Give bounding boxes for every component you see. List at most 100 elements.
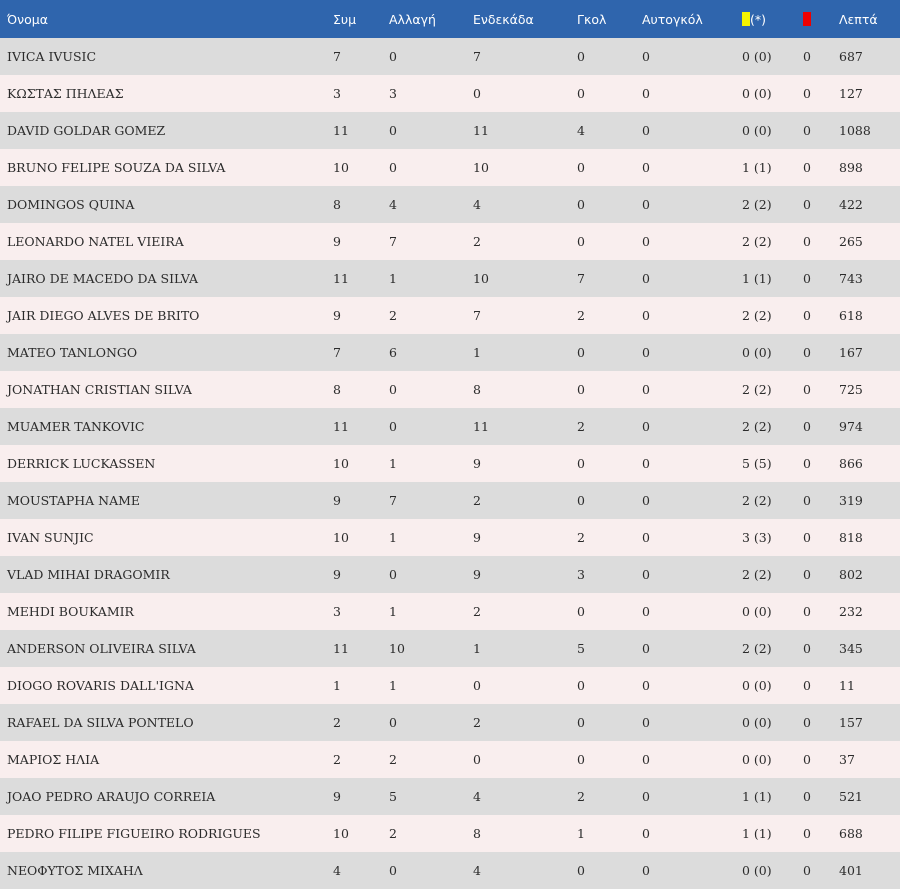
yellow-cards-cell: 2 (2) — [742, 493, 772, 508]
apps-cell: 2 — [333, 715, 341, 730]
goals-cell: 1 — [577, 826, 585, 841]
table-row: MOUSTAPHA NAME 9 7 2 0 0 2 (2) 0 319 — [0, 482, 900, 519]
goals-cell: 0 — [577, 752, 585, 767]
starting-cell: 4 — [473, 863, 481, 878]
starting-cell: 9 — [473, 567, 481, 582]
table-row: RAFAEL DA SILVA PONTELO 2 0 2 0 0 0 (0) 0 157 — [0, 704, 900, 741]
header-minutes[interactable]: Λεπτά — [839, 11, 878, 27]
sub-cell: 0 — [389, 715, 397, 730]
player-name[interactable]: IVAN SUNJIC — [7, 530, 94, 545]
player-name[interactable]: MUAMER TANKOVIC — [7, 419, 145, 434]
player-name[interactable]: JAIR DIEGO ALVES DE BRITO — [7, 308, 200, 323]
table-row: VLAD MIHAI DRAGOMIR 9 0 9 3 0 2 (2) 0 802 — [0, 556, 900, 593]
starting-cell: 4 — [473, 197, 481, 212]
player-name[interactable]: ΜΑΡΙΟΣ ΗΛΙΑ — [7, 752, 100, 767]
starting-cell: 2 — [473, 604, 481, 619]
header-red-cards[interactable] — [803, 0, 839, 38]
own-goals-cell: 0 — [642, 715, 650, 730]
header-starting[interactable]: Ενδεκάδα — [473, 11, 534, 27]
starting-cell: 9 — [473, 530, 481, 545]
minutes-cell: 401 — [839, 863, 863, 878]
own-goals-cell: 0 — [642, 493, 650, 508]
yellow-cards-cell: 2 (2) — [742, 419, 772, 434]
player-name[interactable]: RAFAEL DA SILVA PONTELO — [7, 715, 194, 730]
player-name[interactable]: MOUSTAPHA NAME — [7, 493, 141, 508]
yellow-cards-cell: 0 (0) — [742, 604, 772, 619]
own-goals-cell: 0 — [642, 160, 650, 175]
minutes-cell: 37 — [839, 752, 855, 767]
table-row: ANDERSON OLIVEIRA SILVA 11 10 1 5 0 2 (2) 0 345 — [0, 630, 900, 667]
sub-cell: 7 — [389, 493, 397, 508]
table-row: MATEO TANLONGO 7 6 1 0 0 0 (0) 0 167 — [0, 334, 900, 371]
own-goals-cell: 0 — [642, 567, 650, 582]
red-cards-cell: 0 — [803, 160, 811, 175]
player-name[interactable]: MATEO TANLONGO — [7, 345, 138, 360]
apps-cell: 7 — [333, 49, 341, 64]
player-name[interactable]: DAVID GOLDAR GOMEZ — [7, 123, 166, 138]
header-name[interactable]: Όνομα — [7, 11, 48, 27]
player-name[interactable]: JONATHAN CRISTIAN SILVA — [7, 382, 192, 397]
own-goals-cell: 0 — [642, 826, 650, 841]
red-cards-cell: 0 — [803, 234, 811, 249]
minutes-cell: 743 — [839, 271, 863, 286]
yellow-cards-cell: 0 (0) — [742, 752, 772, 767]
starting-cell: 10 — [473, 271, 489, 286]
own-goals-cell: 0 — [642, 530, 650, 545]
header-own-goals[interactable]: Αυτογκόλ — [642, 11, 703, 27]
table-row: DOMINGOS QUINA 8 4 4 0 0 2 (2) 0 422 — [0, 186, 900, 223]
player-name[interactable]: VLAD MIHAI DRAGOMIR — [7, 567, 170, 582]
player-name[interactable]: ΝΕΟΦΥΤΟΣ ΜΙΧΑΗΛ — [7, 863, 143, 878]
goals-cell: 0 — [577, 863, 585, 878]
red-cards-cell: 0 — [803, 678, 811, 693]
sub-cell: 1 — [389, 271, 397, 286]
starting-cell: 1 — [473, 641, 481, 656]
minutes-cell: 866 — [839, 456, 863, 471]
player-name[interactable]: ΚΩΣΤΑΣ ΠΗΛΕΑΣ — [7, 86, 124, 101]
red-card-icon — [803, 11, 811, 26]
apps-cell: 10 — [333, 160, 349, 175]
minutes-cell: 157 — [839, 715, 863, 730]
player-name[interactable]: DIOGO ROVARIS DALL'IGNA — [7, 678, 194, 693]
table-row: DAVID GOLDAR GOMEZ 11 0 11 4 0 0 (0) 0 1088 — [0, 112, 900, 149]
red-cards-cell: 0 — [803, 789, 811, 804]
own-goals-cell: 0 — [642, 234, 650, 249]
table-row: PEDRO FILIPE FIGUEIRO RODRIGUES 10 2 8 1 0 1 (… — [0, 815, 900, 852]
sub-cell: 2 — [389, 308, 397, 323]
player-name[interactable]: IVICA IVUSIC — [7, 49, 97, 64]
apps-cell: 9 — [333, 567, 341, 582]
sub-cell: 1 — [389, 604, 397, 619]
apps-cell: 10 — [333, 826, 349, 841]
apps-cell: 2 — [333, 752, 341, 767]
yellow-cards-cell: 1 (1) — [742, 826, 772, 841]
header-goals[interactable]: Γκολ — [577, 11, 607, 27]
goals-cell: 0 — [577, 49, 585, 64]
apps-cell: 9 — [333, 234, 341, 249]
red-cards-cell: 0 — [803, 123, 811, 138]
player-name[interactable]: DOMINGOS QUINA — [7, 197, 135, 212]
player-name[interactable]: BRUNO FELIPE SOUZA DA SILVA — [7, 160, 226, 175]
yellow-cards-cell: 2 (2) — [742, 197, 772, 212]
header-apps[interactable]: Συμ — [333, 11, 357, 27]
player-name[interactable]: MEHDI BOUKAMIR — [7, 604, 134, 619]
apps-cell: 3 — [333, 86, 341, 101]
table-row: ΚΩΣΤΑΣ ΠΗΛΕΑΣ 3 3 0 0 0 0 (0) 0 127 — [0, 75, 900, 112]
apps-cell: 8 — [333, 382, 341, 397]
player-name[interactable]: JOAO PEDRO ARAUJO CORREIA — [7, 789, 216, 804]
red-cards-cell: 0 — [803, 382, 811, 397]
apps-cell: 9 — [333, 493, 341, 508]
yellow-cards-cell: 3 (3) — [742, 530, 772, 545]
header-yellow-cards[interactable]: (*) — [742, 0, 803, 38]
player-name[interactable]: ANDERSON OLIVEIRA SILVA — [7, 641, 196, 656]
table-row: JONATHAN CRISTIAN SILVA 8 0 8 0 0 2 (2) 0 725 — [0, 371, 900, 408]
table-row: JAIRO DE MACEDO DA SILVA 11 1 10 7 0 1 (1) 0 743 — [0, 260, 900, 297]
goals-cell: 3 — [577, 567, 585, 582]
apps-cell: 3 — [333, 604, 341, 619]
goals-cell: 2 — [577, 308, 585, 323]
player-name[interactable]: PEDRO FILIPE FIGUEIRO RODRIGUES — [7, 826, 261, 841]
player-name[interactable]: LEONARDO NATEL VIEIRA — [7, 234, 184, 249]
header-sub[interactable]: Αλλαγή — [389, 11, 436, 27]
player-name[interactable]: JAIRO DE MACEDO DA SILVA — [7, 271, 199, 286]
goals-cell: 0 — [577, 345, 585, 360]
player-name[interactable]: DERRICK LUCKASSEN — [7, 456, 156, 471]
